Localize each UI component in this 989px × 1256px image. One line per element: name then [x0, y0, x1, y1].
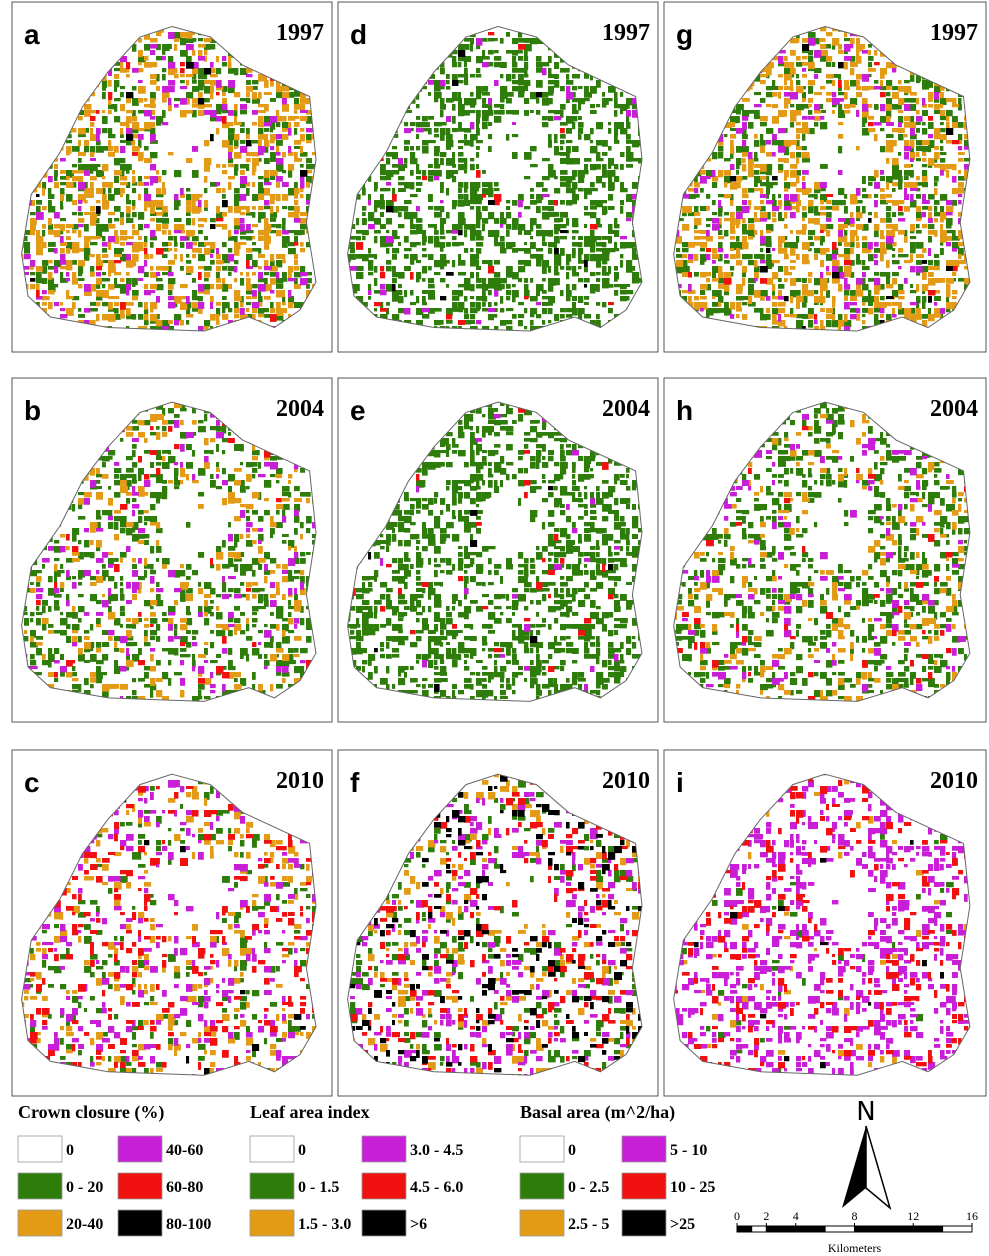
legend-label: 0 — [298, 1142, 306, 1159]
map-panel: f 2010 — [338, 750, 664, 1100]
map-panel: a 1997 — [12, 2, 338, 358]
map-panel: i 2010 — [664, 750, 989, 1100]
legend-label: 3.0 - 4.5 — [410, 1142, 463, 1159]
legend-label: 40-60 — [166, 1142, 203, 1159]
panel-year: 1997 — [930, 20, 978, 46]
legend-swatch — [520, 1136, 564, 1162]
scale-segment — [884, 1226, 913, 1232]
panel-letter: b — [24, 395, 41, 426]
legend-swatch — [362, 1173, 406, 1199]
panel-letter: d — [350, 19, 367, 50]
legend-label: 0 - 1.5 — [298, 1179, 339, 1196]
north-label: N — [856, 1097, 875, 1127]
legend: Crown closure (%) 0 0 - 20 20-40 40-60 60-80 8… — [18, 1102, 211, 1236]
panel-letter: h — [676, 395, 693, 426]
panel-letter: a — [24, 19, 40, 50]
legend-label: 0 — [568, 1142, 576, 1159]
north-arrow: N — [842, 1097, 890, 1208]
panel-letter: g — [676, 19, 693, 50]
panel-letter: i — [676, 767, 684, 798]
scale-bar: 0 2 4 8 12 16 Kilometers — [734, 1209, 978, 1255]
legend-swatch — [622, 1210, 666, 1236]
legend-swatch — [250, 1173, 294, 1199]
panel-year: 2004 — [276, 396, 324, 422]
legend-swatch — [18, 1173, 62, 1199]
panel-year: 2004 — [602, 396, 650, 422]
scale-label: 8 — [852, 1209, 858, 1223]
legend-swatch — [118, 1136, 162, 1162]
legend-swatch — [520, 1210, 564, 1236]
legend-label: 0 — [66, 1142, 74, 1159]
legend-swatch — [362, 1136, 406, 1162]
legend-title: Crown closure (%) — [18, 1102, 164, 1123]
legend-title: Basal area (m^2/ha) — [520, 1102, 675, 1123]
scale-segment — [855, 1226, 884, 1232]
legend-swatch — [118, 1210, 162, 1236]
arrow-left — [842, 1126, 866, 1208]
scale-segment — [766, 1226, 781, 1232]
scale-segment — [825, 1226, 854, 1232]
scale-segment — [737, 1226, 752, 1232]
scale-label: 0 — [734, 1209, 740, 1223]
scale-label: 16 — [966, 1209, 978, 1223]
scale-segment — [913, 1226, 942, 1232]
legend-label: 5 - 10 — [670, 1142, 707, 1159]
legend-label: 2.5 - 5 — [568, 1216, 609, 1233]
legend-label: 1.5 - 3.0 — [298, 1216, 351, 1233]
legend-label: 20-40 — [66, 1216, 103, 1233]
arrow-right — [866, 1126, 890, 1208]
legend-label: >6 — [410, 1216, 427, 1233]
legend-swatch — [520, 1173, 564, 1199]
map-panel: d 1997 — [338, 2, 664, 358]
legend-label: 60-80 — [166, 1179, 203, 1196]
scale-label: 12 — [907, 1209, 919, 1223]
legend-swatch — [622, 1173, 666, 1199]
map-panel: g 1997 — [664, 2, 989, 358]
scale-segment — [943, 1226, 972, 1232]
scale-label: 2 — [763, 1209, 769, 1223]
legend-swatch — [250, 1136, 294, 1162]
panel-year: 1997 — [602, 20, 650, 46]
map-panel: e 2004 — [338, 378, 664, 728]
map-panel: b 2004 — [12, 378, 338, 728]
panel-year: 2010 — [602, 768, 650, 794]
scale-label: 4 — [793, 1209, 799, 1223]
map-panel: c 2010 — [12, 750, 338, 1100]
scale-segment — [796, 1226, 825, 1232]
panel-letter: e — [350, 395, 366, 426]
panel-letter: f — [350, 767, 360, 798]
legend-swatch — [18, 1136, 62, 1162]
legend: Leaf area index 0 0 - 1.5 1.5 - 3.0 3.0 - 4.… — [250, 1102, 463, 1236]
legend-label: 4.5 - 6.0 — [410, 1179, 463, 1196]
scale-segment — [781, 1226, 796, 1232]
legend-label: 0 - 20 — [66, 1179, 103, 1196]
panel-year: 2010 — [276, 768, 324, 794]
panel-year: 1997 — [276, 20, 324, 46]
legend-label: 10 - 25 — [670, 1179, 715, 1196]
legend-title: Leaf area index — [250, 1102, 370, 1122]
scale-segment — [752, 1226, 767, 1232]
panel-year: 2010 — [930, 768, 978, 794]
legend-swatch — [118, 1173, 162, 1199]
panel-year: 2004 — [930, 396, 978, 422]
legend-swatch — [18, 1210, 62, 1236]
scale-unit: Kilometers — [828, 1241, 882, 1255]
legend: Basal area (m^2/ha) 0 0 - 2.5 2.5 - 5 5 - 10… — [520, 1102, 715, 1236]
legend-label: 80-100 — [166, 1216, 211, 1233]
map-panel: h 2004 — [664, 378, 989, 728]
legend-swatch — [250, 1210, 294, 1236]
panel-letter: c — [24, 767, 40, 798]
legend-swatch — [622, 1136, 666, 1162]
legend-label: >25 — [670, 1216, 695, 1233]
legend-swatch — [362, 1210, 406, 1236]
legend-label: 0 - 2.5 — [568, 1179, 609, 1196]
figure: N a1997b2004c2010d1997e2004f2010g1997h20… — [0, 0, 989, 1256]
